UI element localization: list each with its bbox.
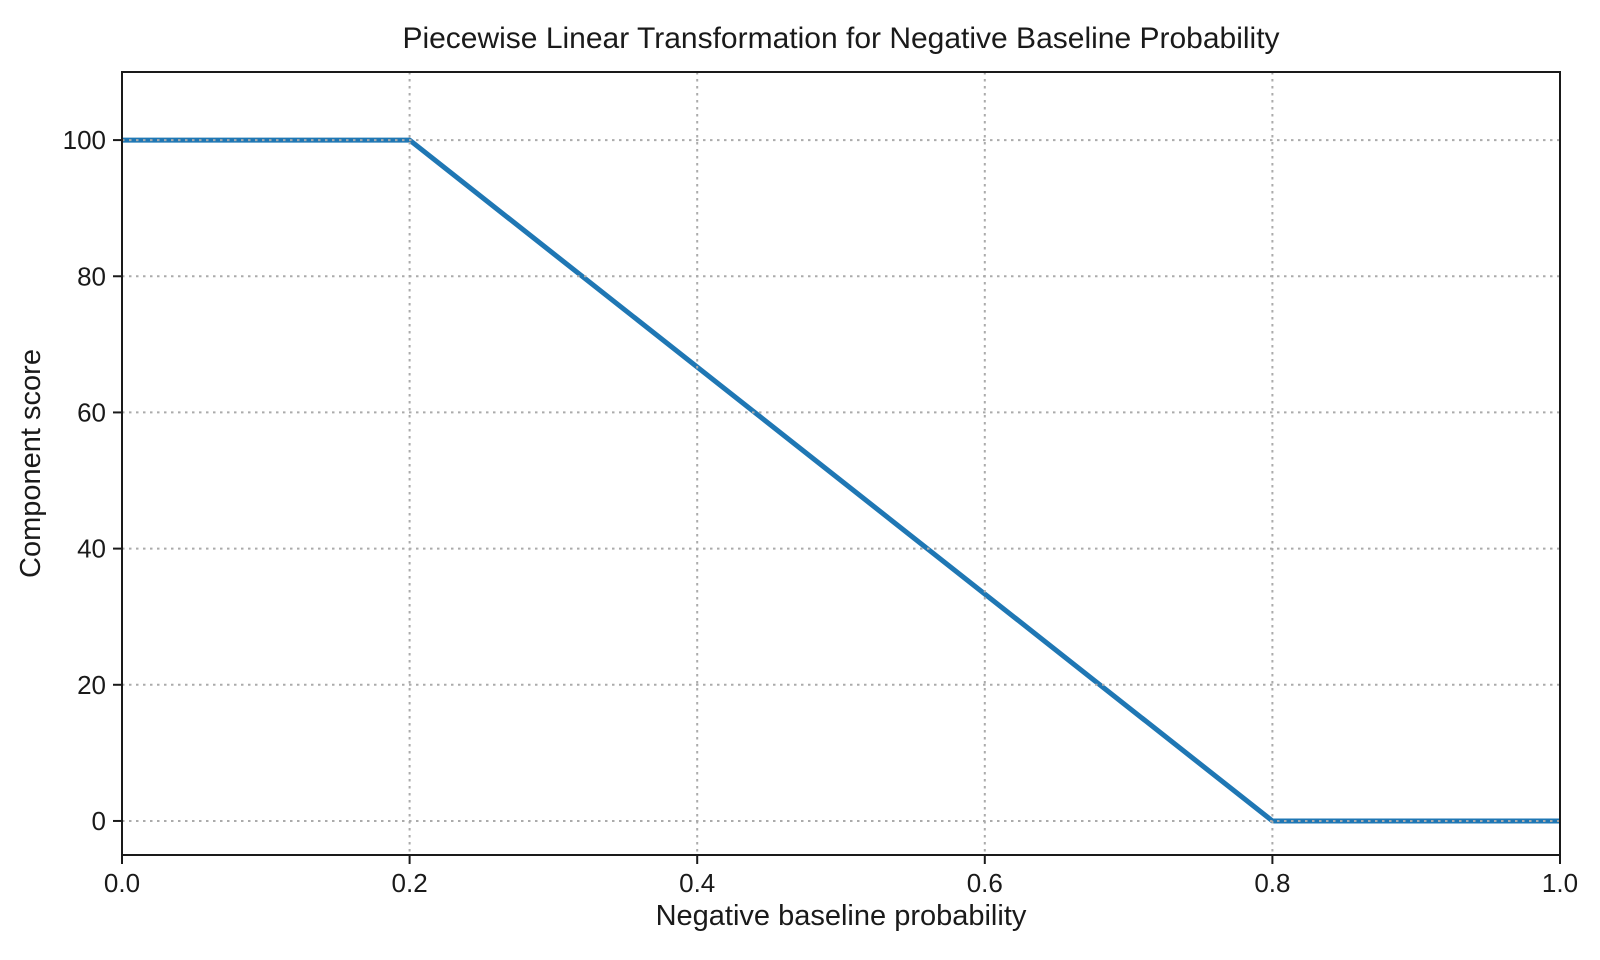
axes-layer xyxy=(113,71,1561,864)
plot-spines xyxy=(121,71,1561,856)
y-axis-label: Component score xyxy=(15,349,47,578)
y-tick-label: 0 xyxy=(92,806,106,836)
y-tick-label: 20 xyxy=(77,670,106,700)
series-line-component-score xyxy=(122,137,1560,824)
chart-title: Piecewise Linear Transformation for Nega… xyxy=(402,22,1279,55)
x-tick-label: 0.4 xyxy=(679,868,715,898)
x-tick-label: 1.0 xyxy=(1542,868,1578,898)
tick-label-layer: 0.0 0.2 0.4 0.6 0.8 1.0 0 20 40 60 80 100 xyxy=(63,125,1578,898)
x-tick-label: 0.0 xyxy=(104,868,140,898)
y-tick-label: 100 xyxy=(63,125,106,155)
x-tick-label: 0.6 xyxy=(967,868,1003,898)
x-tick-label: 0.8 xyxy=(1254,868,1290,898)
x-axis-label: Negative baseline probability xyxy=(656,900,1027,932)
series-layer xyxy=(122,137,1560,824)
y-tick-label: 80 xyxy=(77,261,106,291)
y-tick-label: 40 xyxy=(77,534,106,564)
x-tick-label: 0.2 xyxy=(392,868,428,898)
y-tick-label: 60 xyxy=(77,397,106,427)
